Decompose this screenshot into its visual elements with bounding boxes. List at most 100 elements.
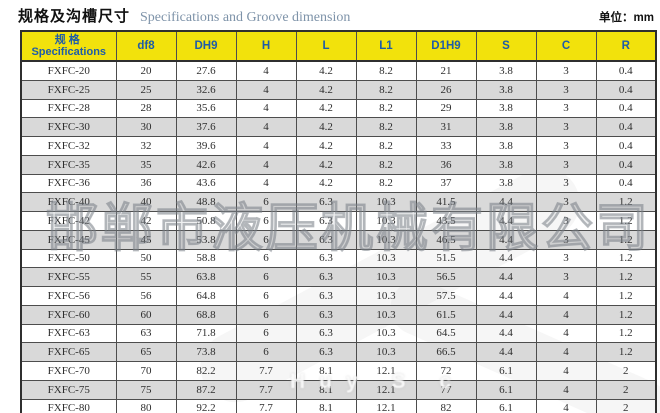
value-cell: 4 [235,98,297,119]
table-row: FXFC-75 75 87.2 7.7 8.1 12.1 77 6.1 4 2 [20,379,657,400]
value-cell: 4.4 [475,286,537,306]
value-cell: 92.2 [175,398,237,413]
column-header-h: H [235,30,297,62]
value-cell: 4 [535,304,597,325]
value-cell: 31 [415,117,477,137]
value-cell: 6.3 [295,211,357,231]
table-row: FXFC-45 45 53.8 6 6.3 10.3 46.5 4.4 3 1.2 [20,229,657,250]
value-cell: 63.8 [175,267,237,287]
spec-cell: FXFC-63 [20,323,117,344]
value-cell: 37 [415,173,477,194]
value-cell: 0.4 [595,154,657,175]
table-row: FXFC-55 55 63.8 6 6.3 10.3 56.5 4.4 3 1.2 [20,267,657,287]
value-cell: 56 [115,286,177,306]
value-cell: 3 [535,248,597,269]
value-cell: 72 [415,361,477,381]
value-cell: 0.4 [595,79,657,100]
value-cell: 3.8 [475,79,537,100]
value-cell: 8.2 [355,173,417,194]
spec-cell: FXFC-56 [20,286,117,306]
value-cell: 82 [415,398,477,413]
value-cell: 1.2 [595,267,657,287]
value-cell: 41.5 [415,192,477,212]
value-cell: 4.4 [475,229,537,250]
spec-cell: FXFC-42 [20,211,117,231]
value-cell: 8.1 [295,398,357,413]
spec-cell: FXFC-65 [20,342,117,362]
column-header-df8: df8 [115,30,177,62]
value-cell: 46.5 [415,229,477,250]
spec-cell: FXFC-30 [20,117,117,137]
table-row: FXFC-25 25 32.6 4 4.2 8.2 26 3.8 3 0.4 [20,79,657,100]
value-cell: 6.3 [295,323,357,344]
value-cell: 3 [535,192,597,212]
value-cell: 4.2 [295,60,357,81]
value-cell: 3 [535,173,597,194]
table-row: FXFC-50 50 58.8 6 6.3 10.3 51.5 4.4 3 1.2 [20,248,657,269]
value-cell: 3 [535,117,597,137]
value-cell: 26 [415,79,477,100]
value-cell: 43.6 [175,173,237,194]
value-cell: 4 [535,398,597,413]
unit-label: 单位：mm [599,12,654,24]
spec-cell: FXFC-20 [20,60,117,81]
value-cell: 1.2 [595,229,657,250]
spec-cell: FXFC-70 [20,361,117,381]
value-cell: 3 [535,98,597,119]
value-cell: 64.5 [415,323,477,344]
value-cell: 80 [115,398,177,413]
value-cell: 12.1 [355,398,417,413]
table-row: FXFC-65 65 73.8 6 6.3 10.3 66.5 4.4 4 1.2 [20,342,657,362]
value-cell: 87.2 [175,379,237,400]
column-header-l: L [295,30,357,62]
table-row: FXFC-35 35 42.6 4 4.2 8.2 36 3.8 3 0.4 [20,154,657,175]
value-cell: 4.2 [295,136,357,156]
value-cell: 21 [415,60,477,81]
value-cell: 6 [235,192,297,212]
value-cell: 50.8 [175,211,237,231]
value-cell: 56.5 [415,267,477,287]
column-header-spec-en: Specifications [31,45,107,58]
value-cell: 4.4 [475,192,537,212]
value-cell: 6 [235,323,297,344]
value-cell: 68.8 [175,304,237,325]
value-cell: 65 [115,342,177,362]
spec-cell: FXFC-36 [20,173,117,194]
value-cell: 27.6 [175,60,237,81]
table-row: FXFC-28 28 35.6 4 4.2 8.2 29 3.8 3 0.4 [20,98,657,119]
value-cell: 82.2 [175,361,237,381]
page-subtitle: Specifications and Groove dimension [140,10,351,25]
value-cell: 3 [535,154,597,175]
value-cell: 2 [595,379,657,400]
column-header-d1h9: D1H9 [415,30,477,62]
value-cell: 10.3 [355,248,417,269]
value-cell: 8.2 [355,154,417,175]
value-cell: 6 [235,248,297,269]
value-cell: 6.1 [475,379,537,400]
value-cell: 4.2 [295,154,357,175]
value-cell: 4.4 [475,211,537,231]
value-cell: 51.5 [415,248,477,269]
value-cell: 58.8 [175,248,237,269]
table-row: FXFC-30 30 37.6 4 4.2 8.2 31 3.8 3 0.4 [20,117,657,137]
page-title: 规格及沟槽尺寸 [18,8,131,25]
value-cell: 75 [115,379,177,400]
value-cell: 6.3 [295,304,357,325]
value-cell: 40 [115,192,177,212]
value-cell: 53.8 [175,229,237,250]
value-cell: 3 [535,267,597,287]
value-cell: 4 [235,117,297,137]
value-cell: 36 [115,173,177,194]
value-cell: 8.1 [295,379,357,400]
value-cell: 0.4 [595,117,657,137]
value-cell: 10.3 [355,192,417,212]
value-cell: 3.8 [475,173,537,194]
value-cell: 6 [235,342,297,362]
value-cell: 10.3 [355,342,417,362]
value-cell: 3.8 [475,136,537,156]
value-cell: 2 [595,361,657,381]
value-cell: 70 [115,361,177,381]
table-header-row: 规格 Specifications df8 DH9 H L L1 D1H9 S … [20,30,657,62]
column-header-r: R [595,30,657,62]
value-cell: 4 [235,136,297,156]
